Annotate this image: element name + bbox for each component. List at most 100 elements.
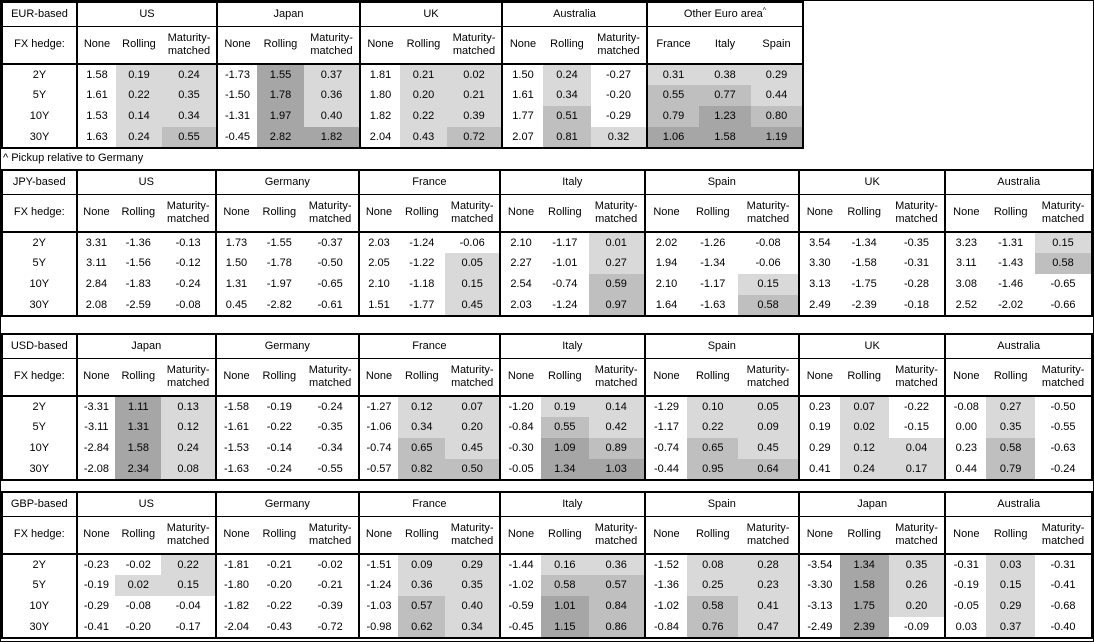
value-cell: 0.47 [738,617,799,638]
value-cell: -1.17 [552,236,578,249]
hedge-type-header: None [944,194,987,233]
value-cell: 0.10 [687,396,739,417]
value-cell: 0.22 [161,554,217,575]
table-gbp: GBP-based US Germany France Italy Spain Japan A… [1,491,1093,639]
value-cell: -1.77 [409,298,435,311]
base-currency-label: JPY-based [2,170,77,195]
value-cell: 1.82 [304,127,360,148]
value-cell: -0.35 [903,236,930,249]
country-header: Spain [643,492,799,517]
value-cell: 0.20 [888,596,946,617]
value-cell: 1.34 [839,554,889,575]
hedge-type-header: None [75,516,116,555]
value-cell: -1.61 [215,417,256,438]
value-cell: -0.57 [357,459,399,480]
country-header: Spain [643,334,799,359]
value-cell: 2.10 [499,232,541,253]
value-cell: -2.02 [998,298,1024,311]
hedge-type-header: Maturity-matched [162,26,217,65]
fx-hedge-label: FX hedge: [2,26,77,65]
value-cell: -0.55 [317,462,343,475]
value-cell: 0.39 [447,106,502,127]
value-cell: 0.20 [445,417,501,438]
tenor-label: 10Y [29,600,50,613]
country-header: Japan [75,334,217,359]
value-cell: -0.04 [175,600,201,613]
value-cell: -0.14 [266,442,292,455]
country-header: Germany [215,170,359,195]
tenor-label: 5Y [32,421,46,434]
value-cell: -0.29 [75,596,116,617]
value-cell: -0.21 [266,558,292,571]
hedge-type-header: None [215,358,256,397]
value-cell: 0.86 [588,617,645,638]
value-cell: 0.02 [115,575,162,596]
value-cell: 0.21 [447,85,502,106]
hedge-type-header: Rolling [687,194,739,233]
value-cell: 2.49 [797,295,840,316]
value-cell: -0.37 [317,236,343,249]
hedge-type-header: None [797,194,840,233]
value-cell: -1.43 [998,257,1024,270]
value-cell: 0.45 [215,295,256,316]
value-cell: -0.27 [605,68,632,81]
value-cell: -1.55 [266,236,292,249]
value-cell: 2.10 [357,274,399,295]
table-slot-gbp: GBP-based US Germany France Italy Spain Japan A… [1,491,1093,639]
value-cell: 1.80 [359,85,400,106]
hedge-type-header: Maturity-matched [161,516,217,555]
value-cell: -1.56 [125,257,151,270]
country-header: Australia [501,2,647,27]
value-cell: -0.12 [175,257,201,270]
value-cell: 1.77 [501,106,543,127]
hedge-type-header: Rolling [115,358,162,397]
country-header: Japan [797,492,946,517]
value-cell: 0.29 [445,554,501,575]
value-cell: -2.39 [851,298,877,311]
value-cell: 1.03 [588,459,645,480]
value-cell: -0.24 [175,278,201,291]
hedge-type-header: None [216,26,257,65]
value-cell: -0.28 [903,278,930,291]
hedge-type-header: Rolling [398,358,446,397]
hedge-type-header: None [75,194,116,233]
value-cell: -0.22 [903,400,930,413]
country-header: Other Euro area^ [646,2,803,27]
hedge-type-header: Maturity-matched [888,516,946,555]
value-cell: 0.79 [646,106,699,127]
value-cell: -1.52 [643,554,688,575]
value-cell: -0.31 [903,257,930,270]
value-cell: 0.08 [687,554,739,575]
hedge-type-header: Maturity-matched [738,358,799,397]
hedge-type-header: Rolling [540,516,589,555]
value-cell: -1.20 [499,396,541,417]
value-cell: 2.34 [115,459,162,480]
fx-hedge-label: FX hedge: [2,194,77,233]
hedge-type-header: Maturity-matched [302,194,359,233]
value-cell: -0.20 [125,620,151,633]
value-cell: 1.06 [646,127,699,148]
value-cell: 3.08 [944,274,987,295]
sub-country-header: France [646,26,699,65]
hedge-type-header: None [643,516,688,555]
value-cell: -1.31 [998,236,1024,249]
value-cell: 0.51 [543,106,591,127]
value-cell: -1.50 [216,85,257,106]
value-cell: 0.36 [588,554,645,575]
value-cell: -1.17 [700,278,726,291]
value-cell: 1.64 [643,295,688,316]
value-cell: 0.20 [400,85,447,106]
value-cell: -0.41 [75,617,116,638]
value-cell: 0.41 [797,459,840,480]
value-cell: 0.45 [445,438,501,459]
value-cell: -0.72 [317,620,343,633]
value-cell: 0.84 [588,596,645,617]
value-cell: -1.17 [643,417,688,438]
value-cell: 3.23 [944,232,987,253]
value-cell: 0.58 [1035,253,1092,274]
base-currency-label: GBP-based [2,492,77,517]
table-slot-jpy: JPY-based US Germany France Italy Spain UK Aust… [1,169,1093,317]
value-cell: -2.49 [797,617,840,638]
value-cell: -0.19 [944,575,987,596]
